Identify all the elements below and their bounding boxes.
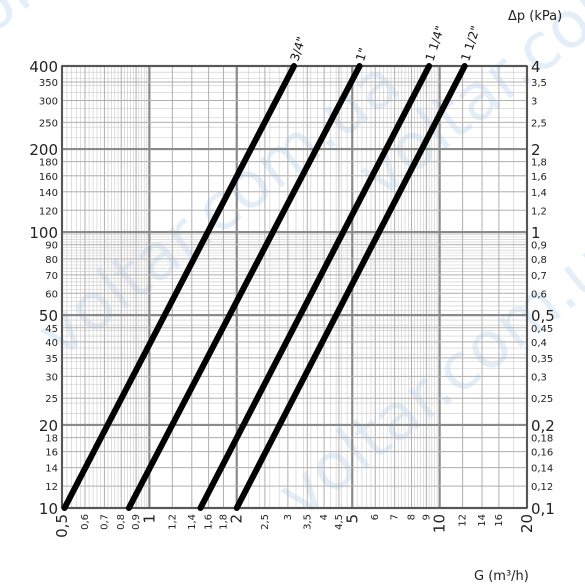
y-left-tick-label: 100	[29, 224, 58, 242]
right-y-tick-labels: 0,1 0,12 0,14 0,16 0,180,2 0,25 0,3 0,35 0,4 0,45…	[531, 58, 555, 518]
y-right-tick-label: 3	[531, 96, 537, 107]
series-line-2	[125, 63, 363, 511]
x-tick-label: 14	[477, 514, 488, 527]
y-right-tick-label: 3,5	[531, 78, 547, 89]
y-right-tick-label: 0,45	[531, 324, 553, 335]
y-right-tick-label: 1	[531, 224, 541, 242]
x-tick-label: 1	[140, 514, 158, 524]
watermark-layer: voltar.com.uavoltar.com.uavoltar.com.uav…	[0, 0, 585, 533]
curves	[61, 63, 468, 511]
y-left-tick-label: 140	[39, 188, 58, 199]
y-right-tick-label: 0,25	[531, 394, 553, 405]
x-tick-label: 0,7	[99, 514, 110, 530]
y-left-tick-label: 300	[39, 96, 58, 107]
y-left-tick-label: 30	[45, 372, 58, 383]
y-right-tick-label: 0,7	[531, 271, 547, 282]
y-left-tick-label: 60	[45, 289, 58, 300]
series-line-4	[233, 63, 468, 511]
x-tick-label: 16	[494, 514, 505, 527]
y-right-tick-label: 1,8	[531, 158, 547, 169]
y-left-tick-label: 20	[39, 417, 58, 435]
y-left-tick-label: 45	[45, 324, 58, 335]
y-left-tick-label: 250	[39, 118, 58, 129]
x-tick-label: 1,4	[187, 514, 198, 530]
y-left-tick-label: 50	[39, 307, 58, 325]
y-left-tick-label: 14	[45, 464, 58, 475]
y-left-tick-label: 40	[45, 338, 58, 349]
x-tick-label: 2	[228, 514, 246, 524]
y-right-tick-label: 2,5	[531, 118, 547, 129]
x-tick-label: 5	[343, 514, 361, 524]
y-left-tick-label: 180	[39, 158, 58, 169]
y-right-tick-label: 1,2	[531, 206, 547, 217]
y-right-tick-label: 0,14	[531, 464, 553, 475]
y-left-tick-label: 200	[29, 141, 58, 159]
x-tick-labels: 0,5 0,6 0,7 0,8 0,91 1,2 1,4 1,6 1,82 2,5 3 3,5 4 4,5…	[53, 514, 536, 538]
y-left-tick-label: 160	[39, 172, 58, 183]
y-left-tick-label: 400	[29, 58, 58, 76]
y-left-tick-label: 25	[45, 394, 58, 405]
y-right-tick-label: 0,16	[531, 448, 553, 459]
x-tick-label: 9	[421, 514, 432, 520]
y-right-tick-label: 0,4	[531, 338, 547, 349]
y-right-tick-label: 2	[531, 141, 541, 159]
y-right-tick-label: 0,6	[531, 289, 547, 300]
series-line-3	[197, 63, 433, 511]
y-right-tick-label: 0,1	[531, 500, 555, 518]
y-left-tick-label: 350	[39, 78, 58, 89]
y-right-tick-label: 0,2	[531, 417, 555, 435]
y-left-tick-label: 12	[45, 482, 58, 493]
x-tick-label: 8	[406, 514, 417, 520]
x-axis-title: G (m³/h)	[474, 569, 529, 584]
x-tick-label: 20	[518, 514, 536, 533]
x-tick-label: 4,5	[334, 514, 345, 530]
y-right-tick-label: 4	[531, 58, 541, 76]
y-right-tick-label: 1,4	[531, 188, 547, 199]
x-tick-label: 1,8	[218, 514, 229, 530]
y-left-tick-label: 18	[45, 434, 58, 445]
x-tick-label: 12	[458, 514, 469, 527]
y-left-tick-label: 90	[45, 241, 58, 252]
y-right-tick-label: 0,18	[531, 434, 553, 445]
y-right-tick-label: 0,3	[531, 372, 547, 383]
x-tick-label: 7	[390, 514, 401, 520]
series-label-2: 1"	[353, 46, 370, 63]
x-tick-label: 0,6	[80, 514, 91, 530]
x-tick-label: 1,6	[204, 514, 215, 530]
y-right-tick-label: 0,5	[531, 307, 555, 325]
x-tick-label: 0,9	[131, 514, 142, 530]
series-line-1	[61, 63, 298, 511]
x-tick-label: 3	[283, 514, 294, 520]
y-left-tick-label: 80	[45, 255, 58, 266]
x-tick-label: 0,5	[53, 514, 71, 538]
series-label-1: 3/4"	[288, 35, 309, 63]
x-tick-label: 3,5	[302, 514, 313, 530]
y-right-tick-label: 1,6	[531, 172, 547, 183]
x-tick-label: 4	[319, 514, 330, 520]
x-tick-label: 2,5	[260, 514, 271, 530]
y-left-tick-label: 120	[39, 206, 58, 217]
y-left-tick-label: 16	[45, 448, 58, 459]
y-left-tick-label: 10	[39, 500, 58, 518]
y-right-tick-label: 0,8	[531, 255, 547, 266]
y-right-tick-label: 0,35	[531, 354, 553, 365]
x-tick-label: 10	[431, 514, 449, 533]
curve-labels: 3/4" 1" 1 1/4" 1 1/2"	[288, 24, 483, 63]
y-axis-right-title: Δp (kPa)	[508, 9, 562, 24]
y-right-tick-label: 0,9	[531, 241, 547, 252]
series-label-3: 1 1/4"	[423, 24, 448, 63]
y-left-tick-label: 35	[45, 354, 58, 365]
y-left-tick-label: 70	[45, 271, 58, 282]
x-tick-label: 0,8	[116, 514, 127, 530]
x-tick-label: 6	[370, 514, 381, 520]
y-right-tick-label: 0,12	[531, 482, 553, 493]
x-tick-label: 1,2	[167, 514, 178, 530]
